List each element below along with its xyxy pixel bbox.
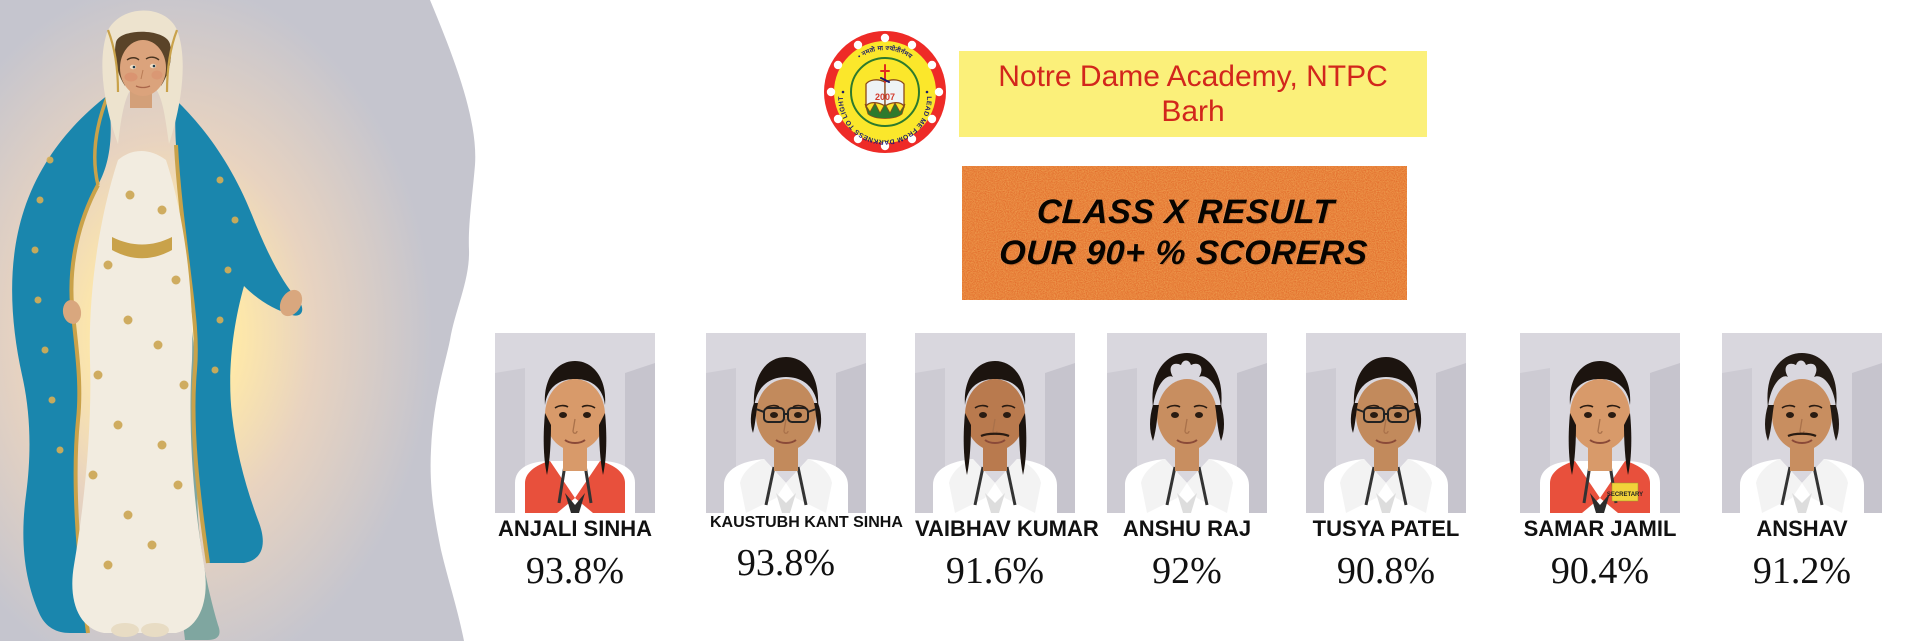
svg-text:2007: 2007 — [875, 92, 895, 102]
svg-text:SECRETARY: SECRETARY — [1607, 492, 1643, 498]
